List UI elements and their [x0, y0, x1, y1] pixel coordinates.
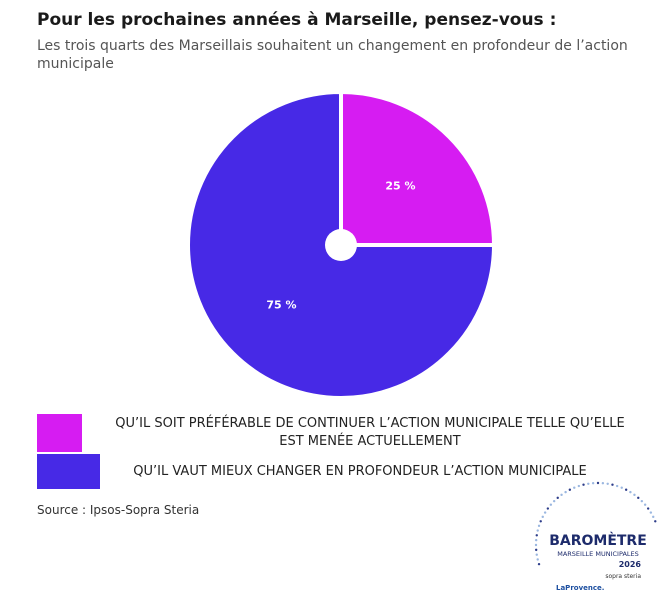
logo-dot — [582, 483, 585, 486]
legend-swatch — [37, 454, 100, 489]
logo-dot — [587, 482, 590, 485]
logo-dot — [646, 507, 650, 510]
pie-slice — [186, 90, 496, 400]
logo-dot — [654, 520, 657, 523]
logo-subtitle: MARSEILLE MUNICIPALES — [557, 550, 639, 558]
chart-title: Pour les prochaines années à Marseille, … — [37, 10, 557, 30]
logo-dot — [652, 515, 655, 519]
logo-dot — [549, 503, 553, 506]
legend-label: QU’IL VAUT MIEUX CHANGER EN PROFONDEUR L… — [133, 463, 587, 479]
logo-dot — [591, 481, 595, 485]
logo-year: 2026 — [619, 560, 642, 569]
logo-dot — [606, 482, 609, 485]
logo-dot — [539, 520, 542, 523]
logo-title: BAROMÈTRE — [549, 532, 647, 549]
logo-dot — [536, 529, 539, 532]
source: Source : Ipsos-Sopra Steria — [37, 503, 200, 517]
logo-dot — [543, 511, 547, 514]
logo-dot — [615, 484, 619, 488]
logo-dot — [552, 499, 556, 503]
logo-dot — [611, 483, 614, 486]
logo-dot — [633, 493, 636, 497]
logo-dot — [546, 507, 550, 510]
logo-partner: LaProvence. — [556, 584, 604, 592]
data-label: 75 % — [266, 299, 296, 312]
logo-dot — [564, 490, 567, 494]
legend-swatch — [37, 414, 82, 452]
logo-dot — [556, 496, 559, 500]
pie-hole — [325, 229, 357, 261]
logo-dot — [577, 484, 581, 488]
logo-dot — [535, 534, 538, 537]
data-label: 25 % — [385, 179, 415, 192]
logo-dot — [637, 496, 640, 500]
legend-item: QU’IL SOIT PRÉFÉRABLE DE CONTINUER L’ACT… — [37, 414, 630, 452]
logo-dot — [643, 503, 647, 506]
logo-dot — [541, 515, 544, 519]
logo-dot — [624, 488, 628, 491]
logo-dot — [534, 543, 538, 547]
logo-dot — [536, 558, 539, 561]
logo-dot — [601, 481, 605, 485]
logo-dot — [596, 481, 600, 485]
pie-slice — [339, 90, 496, 247]
logo-dot — [535, 553, 538, 556]
logo-dot — [534, 538, 538, 542]
logo-dot — [560, 493, 563, 497]
logo-dot — [640, 499, 644, 503]
logo-partner: sopra steria — [605, 573, 641, 580]
logo-dot — [537, 524, 541, 528]
legend-item: QU’IL VAUT MIEUX CHANGER EN PROFONDEUR L… — [37, 454, 620, 489]
logo-dot — [537, 562, 541, 566]
chart-subtitle: Les trois quarts des Marseillais souhait… — [37, 38, 628, 72]
logo-dot — [568, 488, 572, 491]
logo-dot — [573, 486, 576, 489]
logo-dot — [629, 490, 632, 494]
logo-dot — [649, 511, 653, 514]
logo-dot — [534, 548, 538, 552]
legend-label: QU’IL SOIT PRÉFÉRABLE DE CONTINUER L’ACT… — [115, 416, 625, 449]
logo-dot — [620, 486, 623, 489]
